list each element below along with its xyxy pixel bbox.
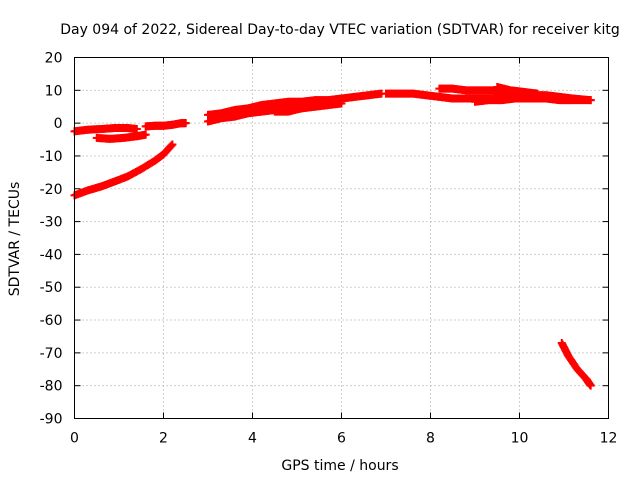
data-point — [533, 89, 542, 98]
x-tick-label: 12 — [600, 431, 618, 447]
data-point — [141, 130, 150, 139]
x-tick-label: 10 — [511, 431, 529, 447]
x-tick-labels: 0 2 4 6 8 10 12 — [70, 431, 617, 447]
x-axis-label: GPS time / hours — [281, 458, 398, 474]
x-tick-label: 6 — [337, 431, 346, 447]
tick-marks — [74, 57, 609, 419]
y-tick-label: -90 — [40, 412, 63, 428]
data-point — [537, 91, 546, 100]
y-tick-label: -70 — [40, 346, 63, 362]
y-tick-labels: -90 -80 -70 -60 -50 -40 -30 -20 -10 0 10 20 — [40, 51, 63, 428]
data-point — [181, 119, 190, 128]
x-tick-label: 4 — [248, 431, 257, 447]
data-point — [586, 381, 595, 390]
data-point — [324, 99, 333, 108]
data-points — [70, 83, 595, 390]
data-point — [337, 99, 346, 108]
x-tick-label: 0 — [70, 431, 79, 447]
y-axis-label: SDTVAR / TECUs — [7, 182, 23, 297]
data-point — [132, 125, 141, 134]
y-tick-label: 20 — [45, 51, 63, 67]
data-point — [168, 140, 177, 149]
y-tick-label: 0 — [54, 116, 63, 132]
y-tick-label: -60 — [40, 313, 63, 329]
x-tick-label: 2 — [159, 431, 168, 447]
chart-title: Day 094 of 2022, Sidereal Day-to-day VTE… — [60, 22, 620, 38]
y-tick-label: -10 — [40, 149, 63, 165]
grid — [74, 57, 609, 419]
y-tick-label: -50 — [40, 280, 63, 296]
y-tick-label: -30 — [40, 215, 63, 231]
x-tick-label: 8 — [426, 431, 435, 447]
y-tick-label: -40 — [40, 247, 63, 263]
y-tick-label: -80 — [40, 379, 63, 395]
y-tick-label: 10 — [45, 83, 63, 99]
data-point — [586, 96, 595, 105]
y-tick-label: -20 — [40, 182, 63, 198]
